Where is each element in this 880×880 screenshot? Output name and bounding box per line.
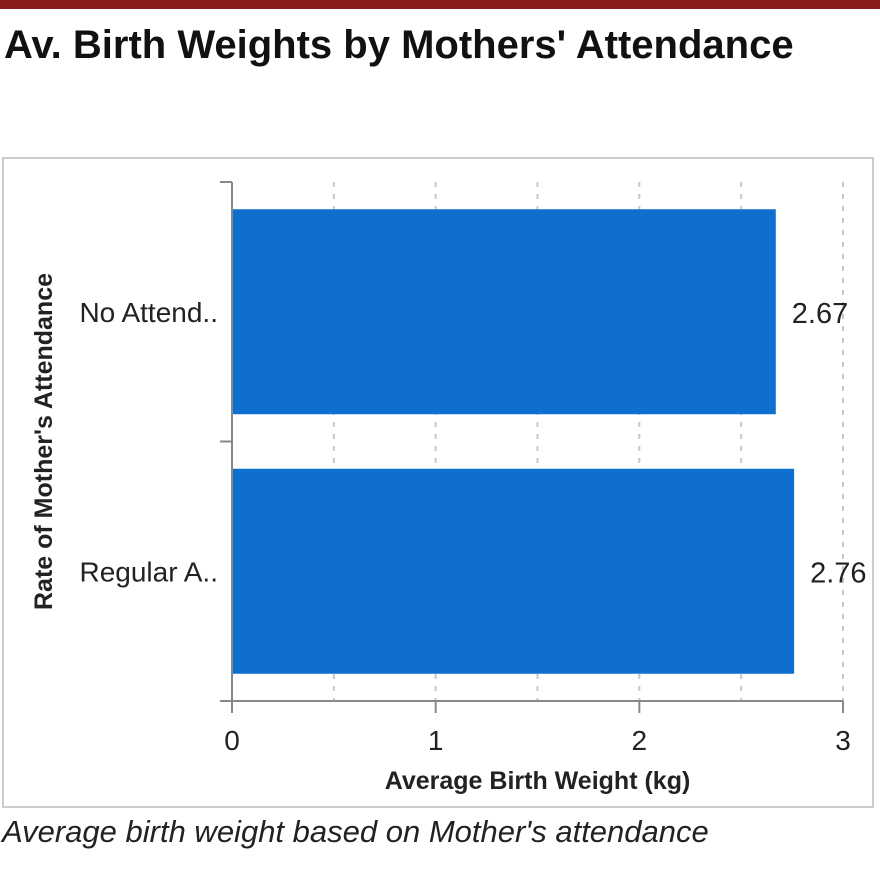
data-label: 2.67 (792, 298, 848, 330)
x-tick-label: 1 (428, 725, 444, 756)
y-axis-title: Rate of Mother's Attendance (30, 273, 58, 610)
category-label: Regular A.. (79, 556, 218, 587)
category-label: No Attend.. (79, 297, 218, 328)
labels: 2.67 No Attend.. 2.76 Regular A.. 0 1 2 3 (79, 297, 866, 756)
x-axis-title: Average Birth Weight (kg) (385, 767, 691, 795)
chart-caption: Average birth weight based on Mother's a… (2, 814, 709, 849)
page-title: Av. Birth Weights by Mothers' Attendance (4, 23, 794, 67)
bar (232, 468, 795, 674)
axes (220, 181, 844, 713)
x-tick-label: 3 (835, 725, 851, 756)
top-accent-bar (0, 0, 880, 9)
bars (232, 209, 795, 674)
chart-frame (2, 157, 874, 808)
x-tick-label: 2 (632, 725, 648, 756)
data-label: 2.76 (810, 557, 866, 589)
bar (232, 209, 776, 415)
x-tick-label: 0 (224, 725, 240, 756)
